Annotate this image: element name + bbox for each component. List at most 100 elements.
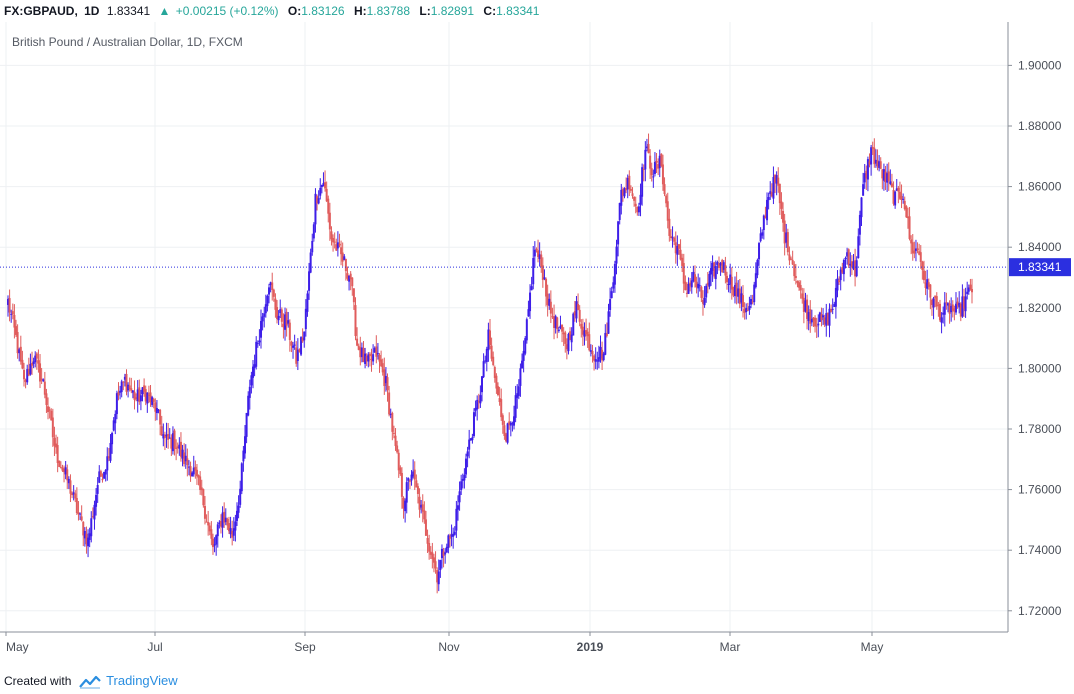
timeframe[interactable]: 1D	[84, 4, 100, 18]
candle-body	[330, 231, 333, 240]
candle-body	[838, 280, 841, 283]
candle-body	[489, 330, 491, 346]
candle-body	[524, 338, 527, 354]
candle-body	[119, 390, 122, 393]
candle-body	[884, 171, 887, 183]
candle-body	[918, 251, 921, 255]
candle-body	[519, 368, 522, 386]
candle-body	[959, 303, 962, 317]
candle-body	[386, 377, 389, 391]
candle-body	[18, 349, 21, 354]
candle-body	[447, 535, 450, 548]
symbol-header: FX:GBPAUD, 1D 1.83341 ▲ +0.00215 (+0.12%…	[0, 0, 1074, 22]
candle-body	[505, 434, 508, 442]
candle-body	[90, 518, 93, 537]
candle-body	[601, 349, 604, 361]
candle-body	[758, 243, 761, 260]
candle-body	[250, 375, 253, 386]
candle-body	[689, 282, 692, 286]
candle-body	[701, 300, 704, 304]
candle-body	[876, 160, 879, 167]
candle-body	[591, 350, 594, 355]
y-tick-label: 1.86000	[1018, 180, 1062, 194]
candle-body	[380, 359, 383, 367]
candle-body	[682, 263, 685, 284]
candle-body	[698, 285, 701, 287]
candle-body	[133, 391, 136, 400]
candle-body	[202, 489, 205, 506]
candle-body	[227, 523, 230, 532]
candle-body	[919, 252, 922, 262]
candle-body	[529, 292, 532, 312]
candle-body	[903, 200, 906, 210]
close-label: C:	[483, 4, 497, 18]
candle-body	[484, 360, 487, 362]
candle-body	[791, 259, 794, 265]
candle-body	[812, 317, 815, 321]
candle-body	[553, 316, 556, 329]
candle-body	[548, 298, 551, 306]
candle-body	[162, 434, 165, 439]
candle-body	[219, 520, 222, 527]
candle-body	[943, 302, 946, 315]
candle-body	[953, 308, 956, 312]
candle-body	[19, 346, 22, 362]
candle-body	[221, 512, 224, 528]
candle-body	[163, 434, 166, 438]
candle-body	[509, 422, 512, 426]
candle-body	[181, 449, 184, 459]
candle-body	[458, 491, 461, 503]
candle-body	[255, 341, 258, 367]
time-axis[interactable]: May Jul Sep Nov 2019 Mar May	[0, 631, 1008, 654]
candle-body	[738, 288, 741, 304]
candle-body	[676, 246, 679, 255]
candle-body	[43, 381, 46, 395]
candle-body	[628, 175, 631, 190]
candle-body	[175, 447, 178, 449]
candle-body	[210, 529, 213, 539]
candle-body	[80, 516, 83, 521]
price-chart[interactable]: British Pound / Australian Dollar, 1D, F…	[0, 22, 1074, 668]
candle-body	[866, 159, 869, 180]
candle-body	[234, 521, 237, 531]
tradingview-brand[interactable]: TradingView	[106, 673, 178, 688]
candle-body	[569, 331, 572, 341]
candle-body	[268, 287, 271, 295]
candle-body	[199, 476, 202, 490]
candle-body	[426, 538, 429, 544]
candle-body	[554, 316, 557, 329]
candle-body	[476, 399, 479, 410]
candle-body	[830, 308, 833, 312]
candle-body	[159, 409, 162, 425]
candle-body	[269, 282, 272, 286]
candle-body	[99, 471, 102, 477]
candle-body	[344, 259, 347, 272]
low-label: L:	[419, 4, 431, 18]
candle-body	[500, 399, 503, 418]
candle-body	[559, 325, 562, 328]
candle-body	[892, 189, 895, 204]
candle-body	[844, 257, 847, 259]
candle-body	[357, 345, 360, 350]
candle-body	[750, 298, 753, 305]
candle-body	[40, 378, 43, 380]
candle-body	[580, 323, 583, 329]
price-axis[interactable]: 1.72000 1.74000 1.76000 1.78000 1.80000 1.820…	[1007, 22, 1062, 632]
candle-body	[136, 389, 139, 402]
candle-body	[444, 552, 447, 555]
candle-body	[416, 486, 419, 494]
candle-body	[349, 273, 352, 280]
y-tick-label: 1.80000	[1018, 361, 1062, 375]
candle-body	[924, 282, 927, 288]
candle-body	[179, 441, 182, 457]
candle-body	[946, 303, 949, 306]
candle-body	[902, 198, 905, 200]
candle-body	[537, 250, 540, 257]
candle-body	[737, 288, 740, 297]
candle-body	[922, 270, 925, 281]
candle-body	[32, 361, 35, 364]
candle-body	[264, 304, 267, 314]
candle-body	[168, 437, 171, 439]
candle-body	[561, 324, 564, 332]
symbol-name[interactable]: FX:GBPAUD,	[4, 4, 78, 18]
